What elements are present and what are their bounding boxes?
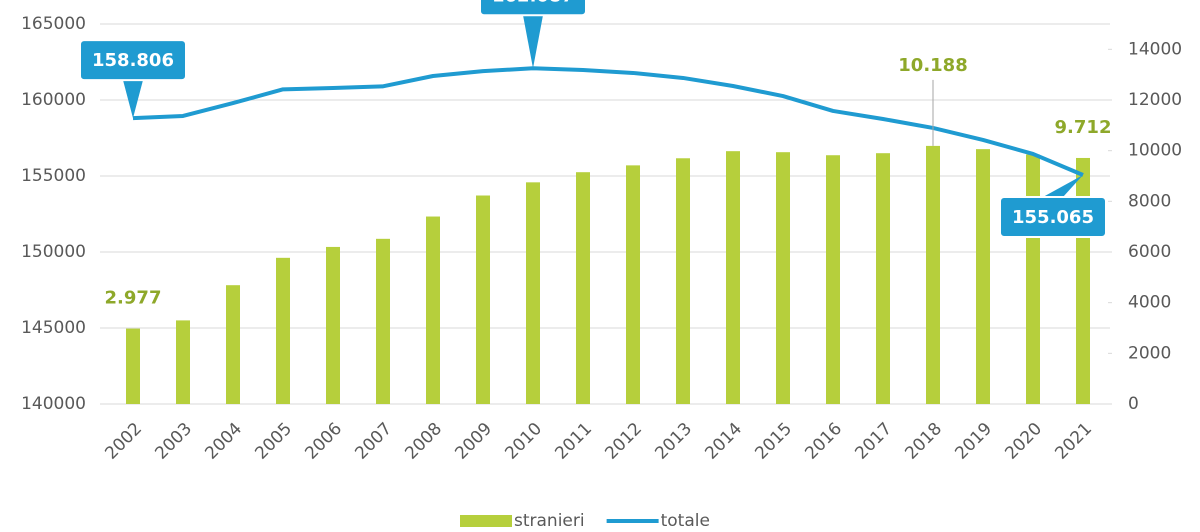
bar — [376, 238, 390, 404]
callout-label: 162.087 — [492, 0, 574, 6]
y2-tick-label: 4000 — [1128, 293, 1171, 313]
x-tick-label: 2006 — [301, 419, 346, 464]
x-tick-label: 2008 — [401, 419, 446, 464]
legend-label: totale — [661, 511, 710, 531]
callout-label: 155.065 — [1012, 207, 1094, 228]
x-tick-label: 2005 — [251, 419, 296, 464]
callout: 158.806 — [79, 39, 187, 119]
bar — [576, 172, 590, 404]
bar — [726, 151, 740, 404]
bar — [1076, 157, 1090, 404]
bar — [1026, 154, 1040, 404]
x-tick-label: 2004 — [201, 419, 246, 464]
x-tick-label: 2011 — [551, 419, 596, 464]
x-tick-label: 2003 — [151, 419, 196, 464]
callout: 162.087 — [479, 0, 587, 69]
x-tick-label: 2014 — [701, 419, 746, 464]
x-tick-label: 2019 — [951, 419, 996, 464]
data-label: 2.977 — [105, 288, 162, 309]
callout-pointer — [1043, 175, 1083, 198]
callout-pointer — [523, 15, 543, 69]
y2-tick-label: 12000 — [1128, 90, 1182, 110]
bar — [276, 257, 290, 404]
bar — [876, 153, 890, 404]
callout: 155.065 — [999, 175, 1107, 239]
x-tick-label: 2009 — [451, 419, 496, 464]
bar — [526, 182, 540, 404]
legend-swatch — [460, 515, 512, 527]
bar — [776, 152, 790, 404]
bar — [826, 155, 840, 404]
x-tick-label: 2015 — [751, 419, 796, 464]
bar — [676, 158, 690, 404]
y2-tick-label: 14000 — [1128, 39, 1182, 59]
y-tick-label: 165000 — [21, 14, 86, 34]
bar — [226, 285, 240, 404]
y-tick-label: 160000 — [21, 90, 86, 110]
y2-tick-label: 0 — [1128, 394, 1139, 414]
y2-tick-label: 10000 — [1128, 141, 1182, 161]
x-tick-label: 2002 — [101, 419, 146, 464]
y2-tick-label: 6000 — [1128, 242, 1171, 262]
y-tick-label: 155000 — [21, 166, 86, 186]
callout-box — [999, 196, 1107, 239]
y2-tick-label: 2000 — [1128, 343, 1171, 363]
bar — [626, 165, 640, 404]
callout-pointer — [123, 80, 143, 119]
x-tick-label: 2021 — [1051, 419, 1096, 464]
x-tick-label: 2016 — [801, 419, 846, 464]
x-tick-label: 2010 — [501, 419, 546, 464]
bar — [326, 246, 340, 404]
y-tick-label: 145000 — [21, 318, 86, 338]
data-label: 10.188 — [898, 55, 967, 76]
x-tick-label: 2007 — [351, 419, 396, 464]
y-tick-label: 150000 — [21, 242, 86, 262]
bar — [476, 195, 490, 404]
bar — [926, 145, 940, 405]
x-tick-label: 2018 — [901, 419, 946, 464]
line — [132, 66, 1084, 177]
callout-label: 158.806 — [92, 50, 174, 71]
bar — [976, 149, 990, 404]
callout-box — [79, 39, 187, 82]
y-tick-label: 140000 — [21, 394, 86, 414]
x-tick-label: 2012 — [601, 419, 646, 464]
x-tick-label: 2020 — [1001, 419, 1046, 464]
bar — [126, 328, 140, 404]
y2-tick-label: 8000 — [1128, 191, 1171, 211]
data-label: 9.712 — [1055, 117, 1112, 138]
x-tick-label: 2013 — [651, 419, 696, 464]
callout-box — [479, 0, 587, 17]
bar — [176, 320, 190, 404]
bar — [426, 216, 440, 404]
x-tick-label: 2017 — [851, 419, 896, 464]
legend-label: stranieri — [514, 511, 585, 531]
